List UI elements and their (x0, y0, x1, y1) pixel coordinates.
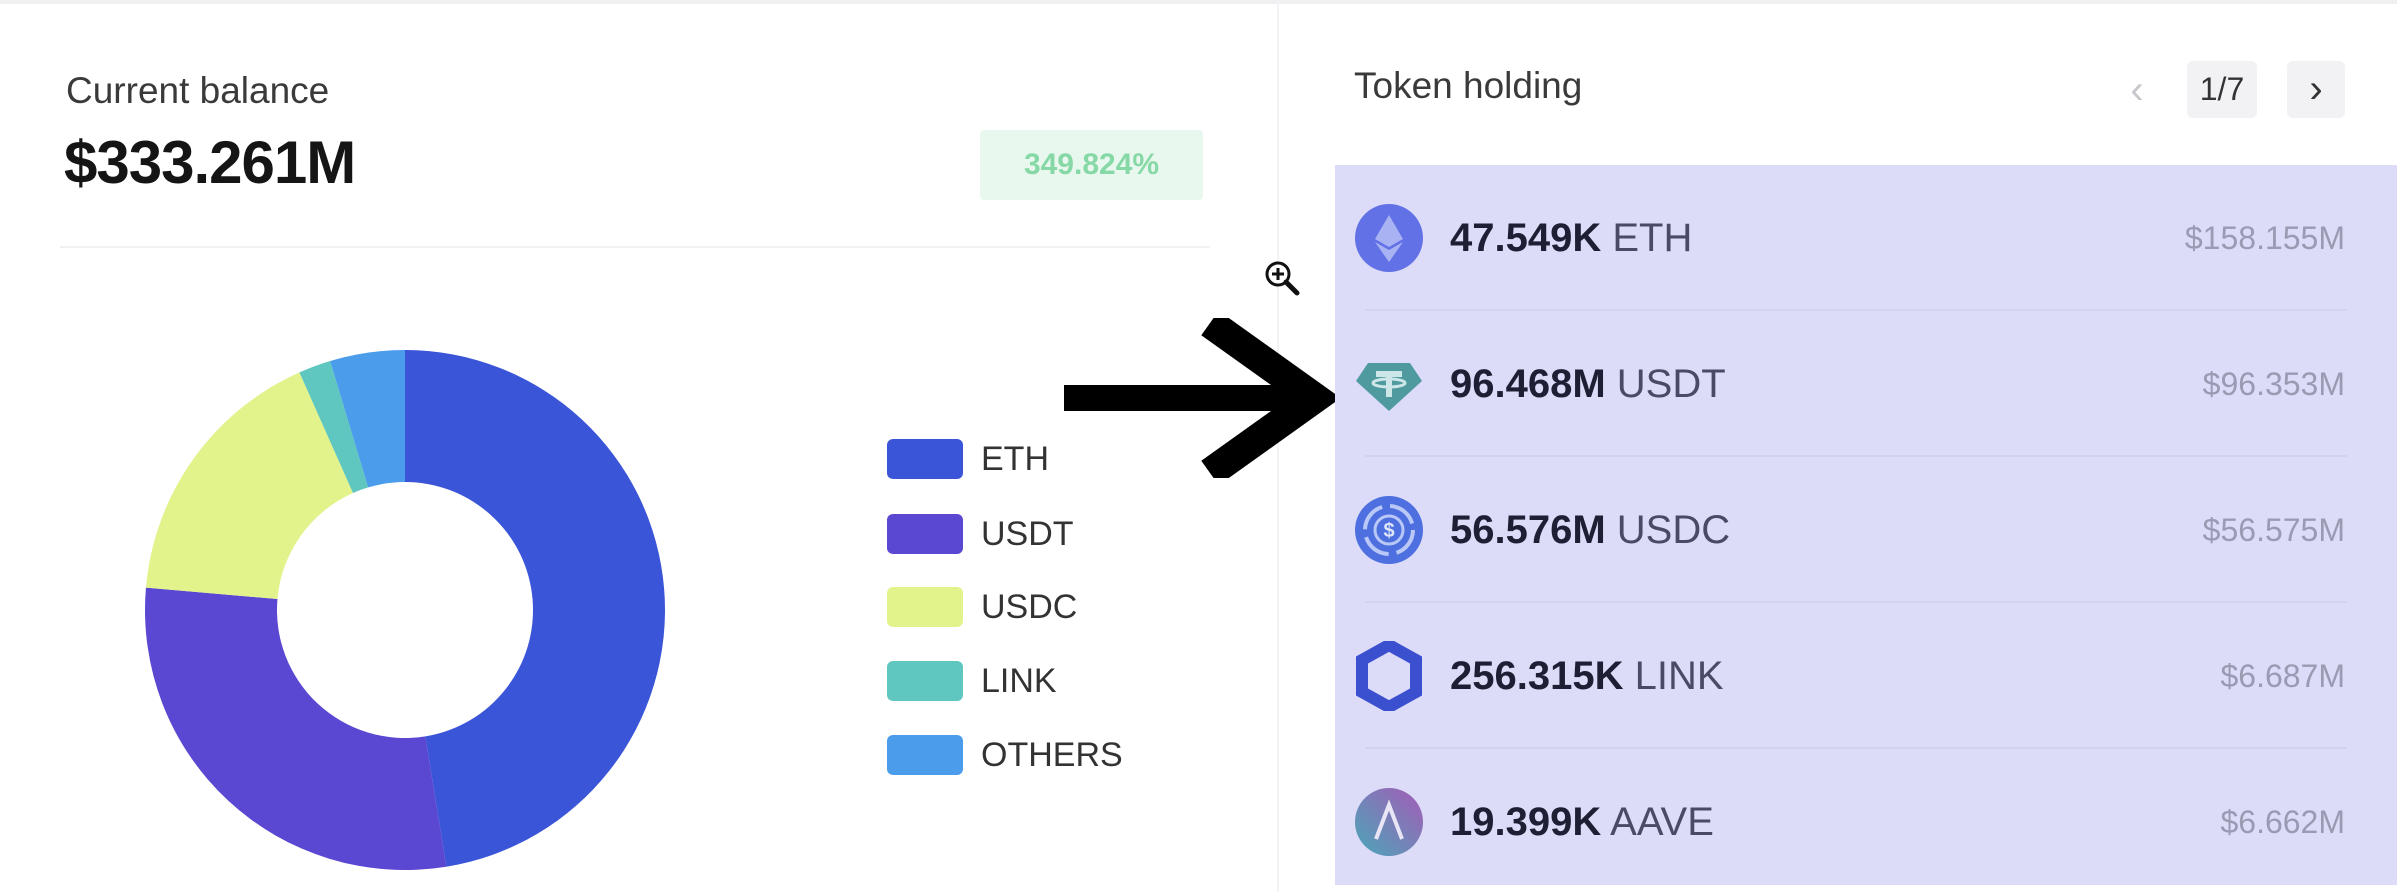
prev-page-button[interactable]: ‹ (2117, 62, 2157, 118)
donut-slice-eth[interactable] (405, 350, 666, 867)
token-symbol: USDC (1616, 507, 1731, 552)
next-page-button[interactable]: › (2287, 61, 2345, 118)
donut-slice-others[interactable] (330, 350, 405, 488)
legend-item-link[interactable]: LINK (887, 661, 1057, 701)
legend-swatch (887, 735, 963, 775)
token-row-usdc[interactable]: $ 56.576M USDC $56.575M (1335, 457, 2397, 603)
legend-label: ETH (981, 439, 1049, 478)
svg-text:$: $ (1383, 520, 1394, 542)
legend-label: USDT (981, 514, 1074, 553)
change-badge: 349.824% (980, 130, 1203, 200)
row-divider (1365, 747, 2347, 749)
legend-swatch (887, 439, 963, 479)
token-symbol: USDT (1616, 361, 1726, 406)
legend-item-usdc[interactable]: USDC (887, 587, 1077, 627)
legend-swatch (887, 661, 963, 701)
token-value: $6.662M (2220, 803, 2345, 840)
arrow-right-icon (1064, 318, 1335, 478)
donut-slice-usdc[interactable] (145, 372, 354, 600)
row-divider (1365, 601, 2347, 603)
legend-item-eth[interactable]: ETH (887, 439, 1049, 479)
token-row-aave[interactable]: 19.399K AAVE $6.662M (1335, 749, 2397, 895)
panel-divider (1277, 0, 1279, 892)
token-amount: 56.576M (1450, 507, 1606, 552)
legend-item-usdt[interactable]: USDT (887, 514, 1074, 554)
token-symbol: AAVE (1610, 799, 1714, 844)
token-value: $56.575M (2202, 511, 2345, 548)
chainlink-icon (1356, 641, 1422, 711)
row-divider (1365, 309, 2347, 311)
token-value: $96.353M (2202, 365, 2345, 402)
page-indicator: 1/7 (2187, 61, 2257, 118)
divider (60, 246, 1210, 248)
token-row-usdt[interactable]: 96.468M USDT $96.353M (1335, 311, 2397, 457)
legend-label: LINK (981, 661, 1057, 700)
token-row-link[interactable]: 256.315K LINK $6.687M (1335, 603, 2397, 749)
legend-item-others[interactable]: OTHERS (887, 735, 1123, 775)
token-symbol: LINK (1634, 653, 1724, 698)
legend-swatch (887, 587, 963, 627)
donut-chart (145, 350, 666, 870)
token-amount: 256.315K (1450, 653, 1624, 698)
token-holding-list: 47.549K ETH $158.155M 96.468M USDT $96.3… (1335, 165, 2397, 885)
donut-slice-usdt[interactable] (145, 587, 447, 870)
legend-label: USDC (981, 587, 1078, 626)
usdc-icon: $ (1355, 496, 1423, 564)
token-row-eth[interactable]: 47.549K ETH $158.155M (1335, 165, 2397, 311)
token-value: $6.687M (2220, 657, 2345, 694)
legend-label: OTHERS (981, 735, 1123, 774)
aave-icon (1355, 788, 1423, 856)
row-divider (1365, 455, 2347, 457)
tether-icon (1356, 363, 1422, 411)
token-symbol: ETH (1612, 215, 1693, 260)
chevron-left-icon: ‹ (2130, 67, 2144, 112)
token-value: $158.155M (2184, 219, 2345, 256)
chevron-right-icon: › (2309, 67, 2323, 111)
balance-value: $333.261M (64, 129, 356, 196)
balance-label: Current balance (66, 70, 330, 111)
zoom-in-cursor-icon (1265, 261, 1300, 296)
token-amount: 96.468M (1450, 361, 1606, 406)
ethereum-icon (1355, 204, 1423, 272)
donut-slice-link[interactable] (299, 361, 369, 494)
token-amount: 19.399K (1450, 799, 1602, 844)
top-border (0, 0, 2397, 4)
token-holding-title: Token holding (1354, 65, 1583, 106)
token-amount: 47.549K (1450, 215, 1602, 260)
legend-swatch (887, 514, 963, 554)
